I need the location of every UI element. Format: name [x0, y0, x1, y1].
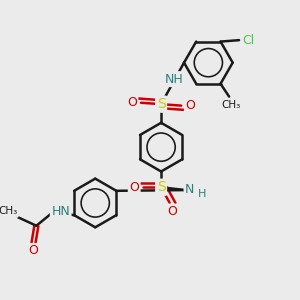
Text: N: N [185, 183, 194, 196]
Text: Cl: Cl [242, 34, 254, 46]
Text: CH₃: CH₃ [221, 100, 240, 110]
Text: NH: NH [165, 73, 183, 85]
Text: O: O [127, 96, 137, 109]
Text: O: O [185, 99, 195, 112]
Text: S: S [157, 180, 166, 194]
Text: O: O [129, 181, 139, 194]
Text: HN: HN [51, 205, 70, 218]
Text: S: S [157, 97, 166, 111]
Text: O: O [28, 244, 38, 257]
Text: O: O [168, 205, 178, 218]
Text: CH₃: CH₃ [0, 206, 17, 216]
Text: H: H [198, 189, 206, 200]
